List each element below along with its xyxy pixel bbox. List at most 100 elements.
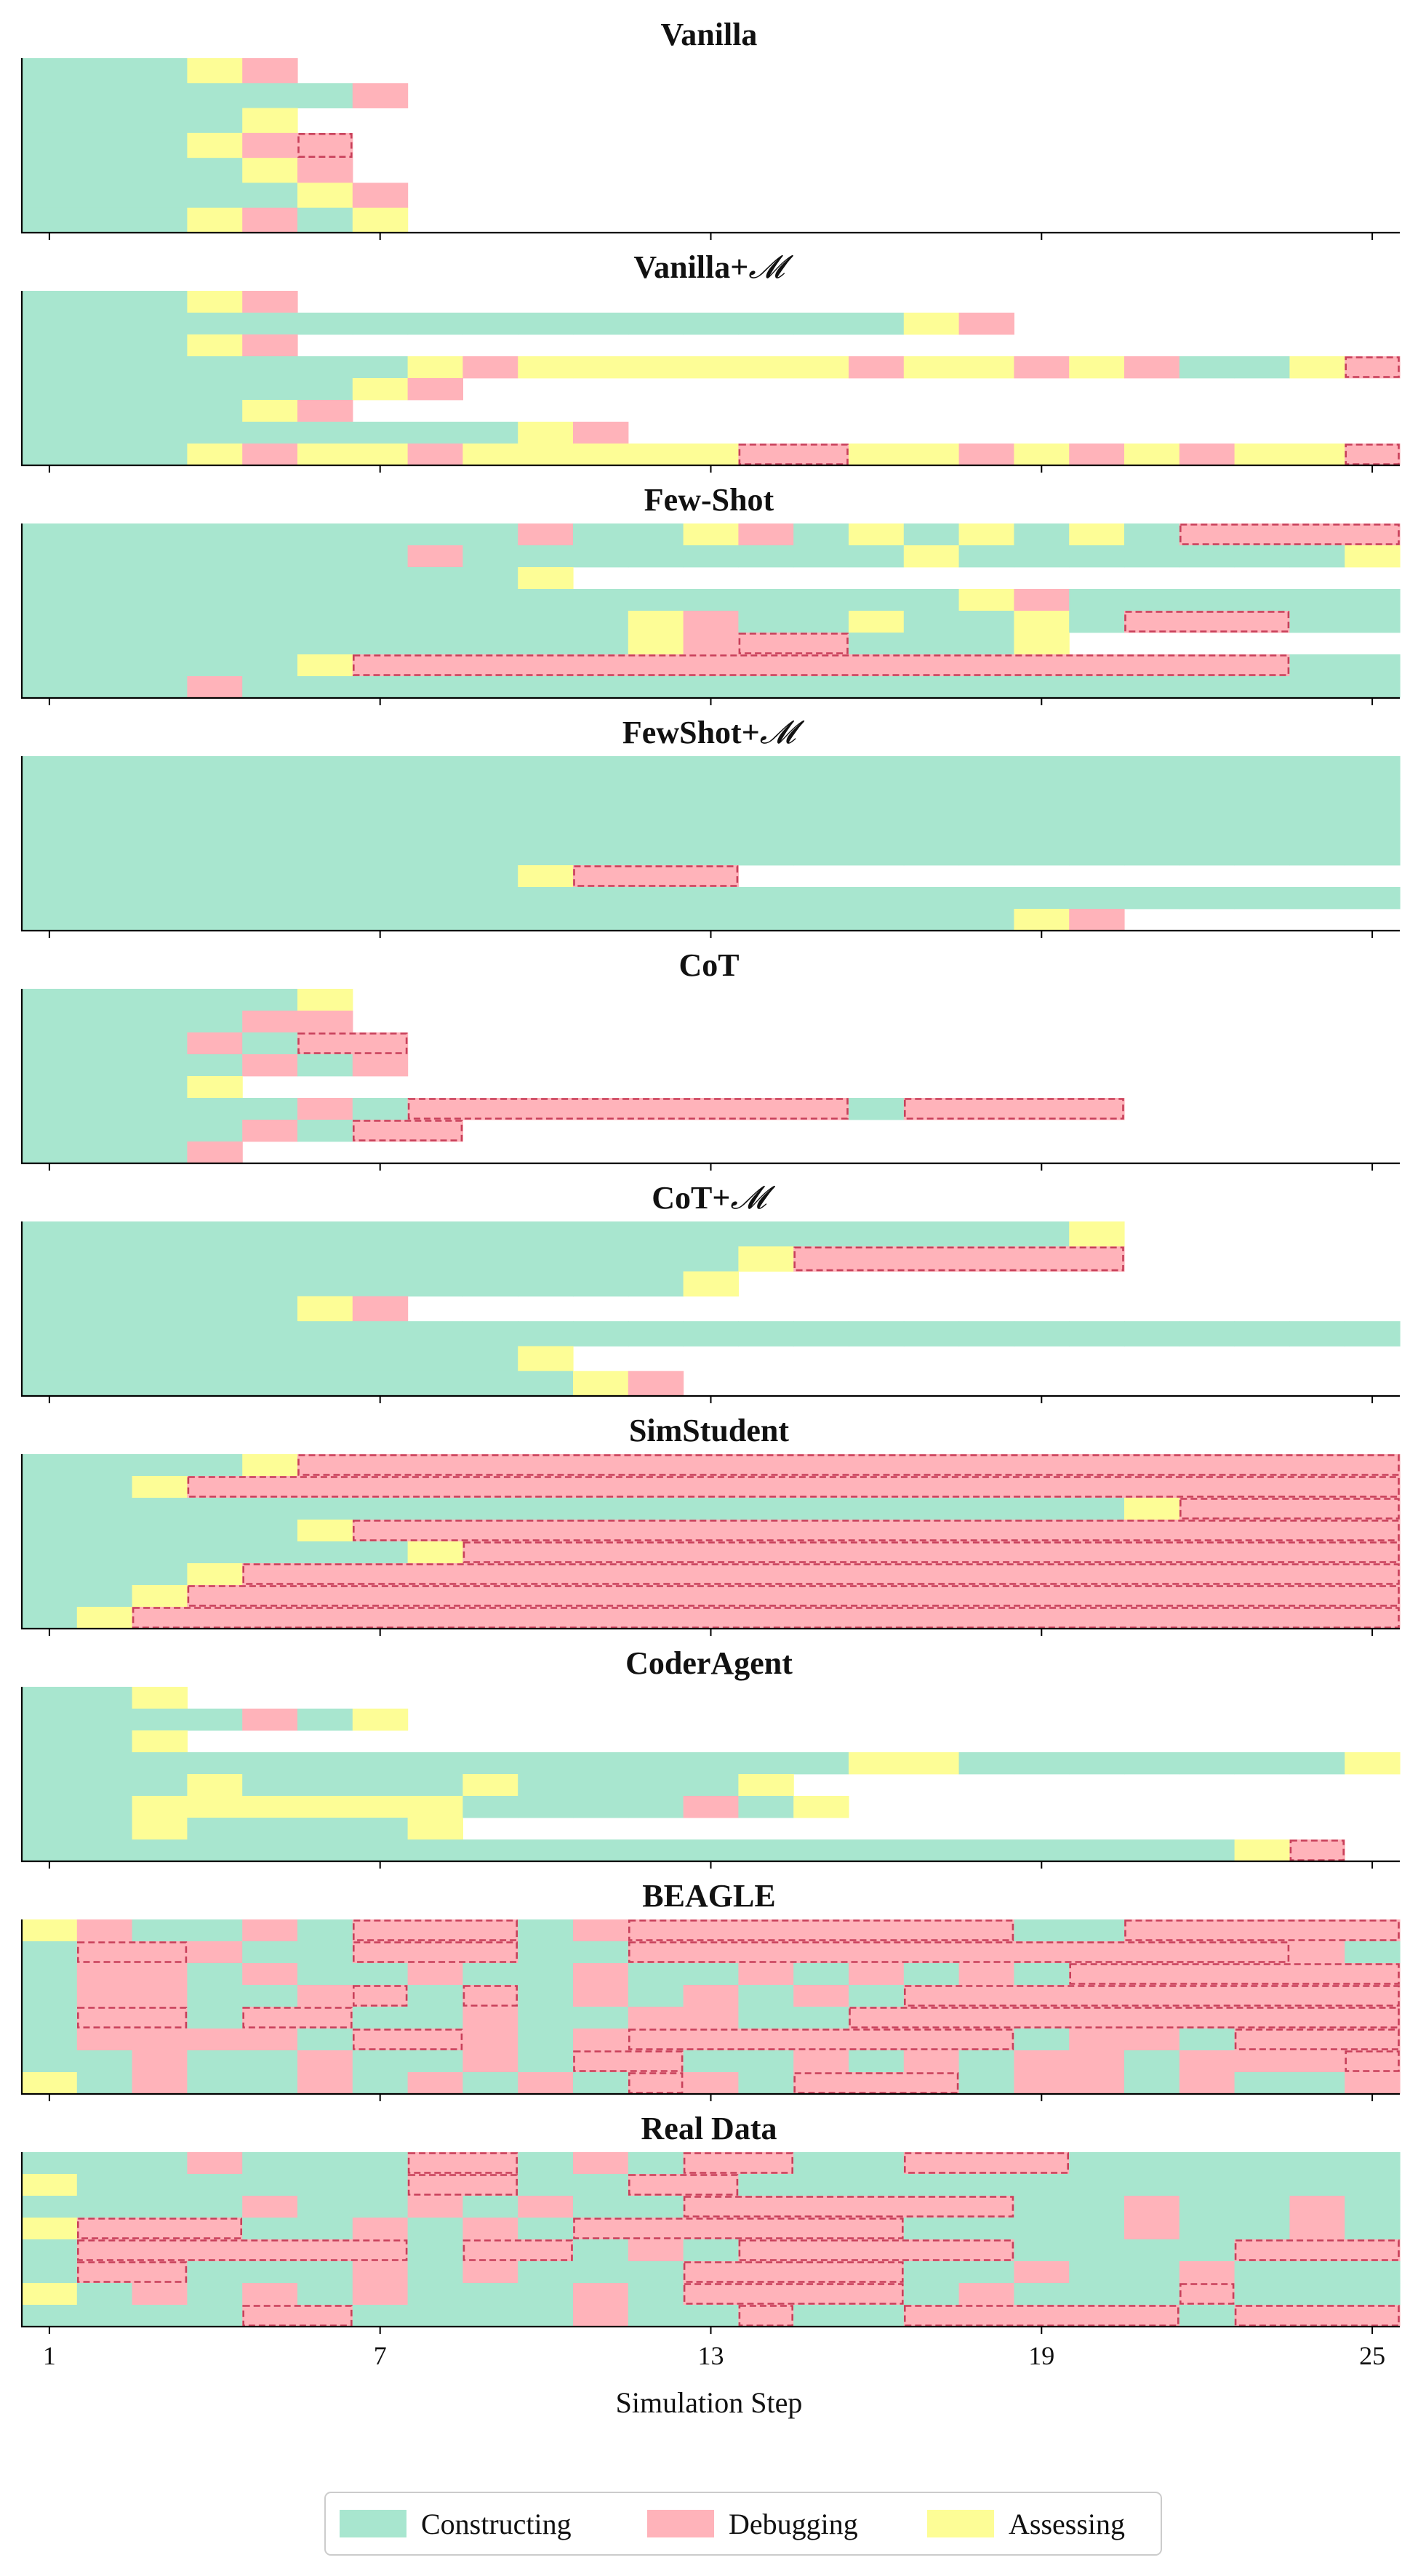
timeline-segment: [407, 843, 463, 866]
timeline-segment: [1124, 800, 1180, 822]
timeline-segment: [407, 2283, 463, 2306]
timeline-segment: [683, 356, 739, 379]
timeline-segment: [903, 2050, 960, 2073]
timeline-segment: [1069, 654, 1125, 677]
timeline-segment: [352, 1796, 409, 1818]
timeline-segment: [187, 2283, 243, 2306]
timeline-segment: [407, 2196, 463, 2218]
timeline-segment: [22, 1476, 78, 1498]
timeline-segment: [76, 58, 133, 84]
timeline-segment: [958, 1839, 1014, 1862]
timeline-segment: [849, 545, 905, 568]
timeline-segment: [76, 989, 133, 1011]
timeline-segment: [132, 444, 188, 466]
timeline-segment: [849, 313, 905, 335]
timeline-segment: [903, 800, 960, 822]
timeline-segment: [1014, 2072, 1070, 2095]
timeline-segment: [132, 378, 188, 401]
panel-title: CoT+𝓜: [652, 1180, 775, 1216]
timeline-segment: [22, 1796, 78, 1818]
persistent-debug-outline: [297, 1032, 408, 1054]
timeline-segment: [297, 1454, 353, 1477]
persistent-debug-outline: [738, 633, 849, 654]
persistent-debug-outline: [904, 1098, 1124, 1120]
timeline-segment: [352, 2072, 409, 2095]
timeline-segment: [352, 2029, 409, 2051]
timeline-segment: [793, 633, 849, 655]
timeline-segment: [628, 2152, 684, 2175]
timeline-segment: [958, 1476, 1014, 1498]
timeline-segment: [242, 1963, 298, 1986]
timeline-segment: [518, 2072, 574, 2095]
legend-item: Assessing: [927, 2508, 1125, 2540]
timeline-segment: [683, 865, 739, 888]
legend-swatch: [647, 2510, 714, 2537]
timeline-segment: [242, 2007, 298, 2029]
timeline-segment: [297, 1371, 353, 1397]
timeline-segment: [903, 654, 960, 677]
timeline-segment: [242, 158, 298, 183]
timeline-segment: [132, 1141, 188, 1164]
timeline-segment: [1069, 1246, 1125, 1272]
timeline-segment: [628, 865, 684, 888]
timeline-segment: [628, 633, 684, 655]
timeline-segment: [187, 589, 243, 611]
timeline-segment: [132, 1774, 188, 1797]
timeline-segment: [958, 756, 1014, 779]
timeline-segment: [628, 1985, 684, 2007]
timeline-segment: [738, 611, 794, 633]
timeline-segment: [849, 523, 905, 546]
timeline-segment: [462, 589, 518, 611]
timeline-segment: [849, 1520, 905, 1542]
timeline-segment: [683, 1221, 739, 1247]
timeline-segment: [849, 1498, 905, 1520]
timeline-segment: [22, 2239, 78, 2262]
timeline-segment: [683, 1098, 739, 1120]
timeline-segment: [683, 1919, 739, 1942]
timeline-segment: [407, 822, 463, 844]
timeline-segment: [242, 444, 298, 466]
timeline-segment: [352, 1221, 409, 1247]
timeline-segment: [1069, 1498, 1125, 1520]
timeline-segment: [573, 1221, 629, 1247]
timeline-segment: [242, 1774, 298, 1797]
timeline-segment: [958, 2029, 1014, 2051]
timeline-segment: [352, 356, 409, 379]
timeline-segment: [903, 356, 960, 379]
timeline-segment: [242, 378, 298, 401]
timeline-segment: [352, 545, 409, 568]
timeline-segment: [22, 1371, 78, 1397]
persistent-debug-outline: [1345, 2050, 1400, 2072]
timeline-segment: [518, 654, 574, 677]
timeline-segment: [683, 778, 739, 801]
timeline-segment: [132, 313, 188, 335]
timeline-segment: [407, 523, 463, 546]
timeline-segment: [573, 676, 629, 699]
panel-title-text: SimStudent: [629, 1413, 789, 1448]
timeline-segment: [1234, 1752, 1290, 1775]
timeline-segment: [187, 291, 243, 313]
timeline-segment: [187, 2007, 243, 2029]
timeline-segment: [628, 822, 684, 844]
timeline-segment: [1289, 2283, 1345, 2306]
timeline-segment: [352, 909, 409, 931]
timeline-segment: [187, 567, 243, 590]
timeline-segment: [518, 1454, 574, 1477]
timeline-segment: [242, 1054, 298, 1077]
timeline-segment: [132, 2218, 188, 2240]
timeline-segment: [683, 1607, 739, 1629]
timeline-segment: [573, 589, 629, 611]
timeline-segment: [738, 589, 794, 611]
timeline-segment: [518, 800, 574, 822]
timeline-segment: [793, 1919, 849, 1942]
timeline-segment: [518, 1796, 574, 1818]
timeline-segment: [1289, 2007, 1345, 2029]
timeline-segment: [1234, 1585, 1290, 1608]
timeline-segment: [903, 1520, 960, 1542]
timeline-segment: [407, 1098, 463, 1120]
timeline-segment: [738, 523, 794, 546]
timeline-segment: [1345, 1985, 1401, 2007]
timeline-segment: [958, 887, 1014, 910]
timeline-segment: [628, 1541, 684, 1564]
timeline-segment: [1179, 611, 1235, 633]
